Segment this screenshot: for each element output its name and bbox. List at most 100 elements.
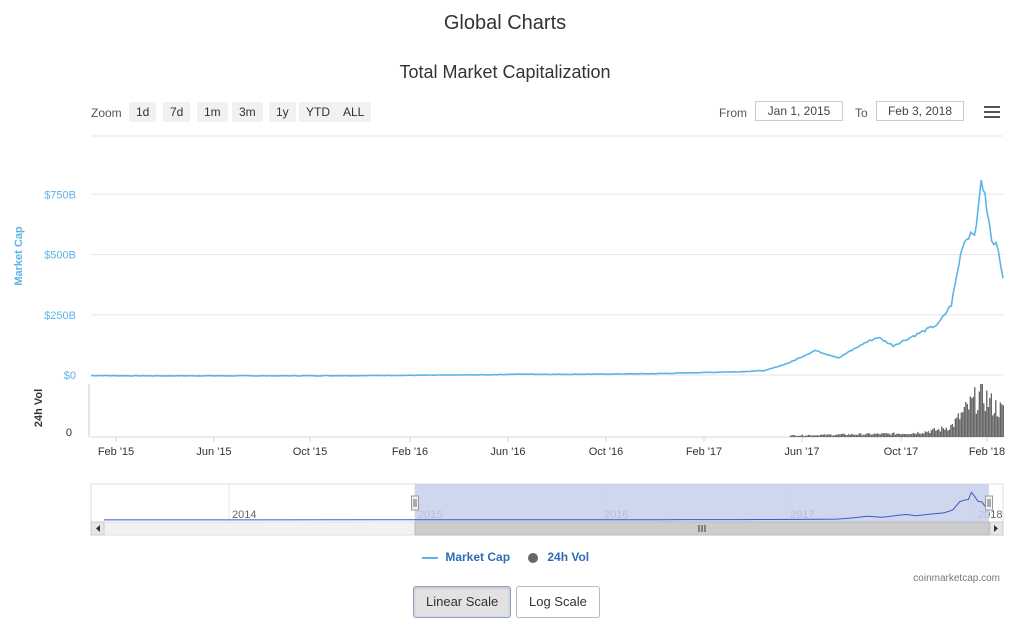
volume-bar [879, 434, 881, 437]
volume-bar [1002, 405, 1004, 437]
volume-bar [923, 433, 925, 437]
volume-bar [948, 429, 950, 437]
volume-bar [854, 434, 856, 437]
volume-bar [881, 433, 883, 437]
x-tick-label: Feb '18 [969, 446, 1005, 458]
zoom-label: Zoom [91, 106, 122, 120]
chart-area: $0 $250B $500B $750B Market Cap 24h Vol 0 Feb '… [13, 135, 1005, 536]
y-tick-label: $750B [44, 189, 76, 201]
volume-bar [875, 433, 877, 437]
volume-bar [911, 433, 913, 437]
credit-link[interactable]: coinmarketcap.com [913, 573, 1000, 584]
volume-bar [999, 402, 1001, 437]
legend-market-cap[interactable]: Market Cap [422, 550, 510, 564]
volume-bar [927, 431, 929, 437]
legend-24h-vol[interactable]: 24h Vol [528, 550, 589, 564]
volume-bar [887, 433, 889, 437]
volume-bar [843, 433, 845, 437]
volume-bar [812, 435, 814, 437]
zoom-button-1d[interactable]: 1d [129, 102, 157, 122]
zoom-button-3m[interactable]: 3m [232, 102, 263, 122]
volume-bar [990, 393, 992, 437]
from-date-input[interactable] [755, 101, 843, 121]
volume-bar [983, 403, 985, 437]
volume-tick-label: 0 [66, 427, 72, 439]
x-tick-label: Feb '15 [98, 446, 134, 458]
zoom-button-1y[interactable]: 1y [269, 102, 296, 122]
volume-bar [810, 435, 812, 437]
legend-line-icon [422, 556, 438, 559]
volume-bar [872, 434, 874, 437]
volume-bar [896, 433, 898, 437]
volume-bar [989, 398, 991, 437]
volume-bar [851, 433, 853, 437]
volume-bar [891, 433, 893, 437]
volume-bar [845, 435, 847, 437]
log-scale-button[interactable]: Log Scale [516, 586, 600, 618]
volume-bar [815, 435, 817, 437]
scroll-right-arrow-icon [994, 525, 998, 532]
volume-bar [864, 434, 866, 437]
volume-bar [821, 434, 823, 437]
volume-bar [809, 434, 811, 437]
market-cap-series-line [90, 179, 1004, 377]
volume-bar [917, 431, 919, 437]
volume-bar [930, 430, 932, 437]
volume-bar [978, 391, 980, 437]
navigator-series-line [103, 491, 986, 521]
volume-bar [936, 430, 938, 437]
x-tick-label: Jun '17 [784, 446, 819, 458]
volume-bar [938, 429, 940, 437]
volume-bar [963, 407, 965, 437]
volume-bar [939, 431, 941, 437]
linear-scale-button[interactable]: Linear Scale [413, 586, 512, 618]
zoom-button-all[interactable]: ALL [336, 102, 372, 122]
legend-24h-vol-label: 24h Vol [547, 550, 590, 564]
volume-bar [950, 425, 952, 437]
volume-bar [918, 433, 920, 437]
volume-bar [830, 434, 832, 437]
volume-bar [905, 434, 907, 437]
volume-bar [903, 434, 905, 437]
to-date-input[interactable] [876, 101, 964, 121]
volume-bar [795, 436, 797, 437]
volume-bar [860, 433, 862, 437]
volume-bar [827, 434, 829, 437]
volume-bar [855, 434, 857, 437]
volume-bar [977, 409, 979, 437]
volume-bar [1001, 404, 1003, 437]
scroll-left-arrow-icon [96, 525, 100, 532]
volume-bar [807, 435, 809, 437]
volume-bar [912, 433, 914, 437]
menu-icon[interactable] [984, 106, 1000, 120]
y-axis-title-market-cap: Market Cap [13, 226, 25, 286]
volume-bar [914, 433, 916, 437]
volume-bar [791, 435, 793, 437]
volume-bar [906, 434, 908, 437]
navigator-selection [415, 484, 989, 522]
volume-bar [974, 387, 976, 437]
volume-bar [945, 427, 947, 437]
volume-bar [869, 433, 871, 437]
legend-dot-icon [528, 552, 538, 563]
volume-bar [876, 433, 878, 437]
zoom-button-ytd[interactable]: YTD [299, 102, 337, 122]
volume-bar [867, 433, 869, 437]
volume-bar [959, 419, 961, 437]
volume-bar [953, 426, 955, 437]
volume-bar [890, 434, 892, 437]
volume-bar [888, 433, 890, 437]
volume-bar [932, 428, 934, 437]
chart-title: Total Market Capitalization [399, 62, 611, 82]
volume-bar [878, 433, 880, 437]
zoom-button-7d[interactable]: 7d [163, 102, 191, 122]
zoom-button-1m[interactable]: 1m [197, 102, 228, 122]
volume-bar [822, 434, 824, 437]
from-label: From [719, 106, 747, 120]
volume-bar [828, 434, 830, 437]
volume-bar [861, 435, 863, 437]
x-tick-label: Feb '17 [686, 446, 722, 458]
volume-bar [797, 435, 799, 437]
volume-bar [846, 435, 848, 437]
volume-bar [951, 424, 953, 437]
